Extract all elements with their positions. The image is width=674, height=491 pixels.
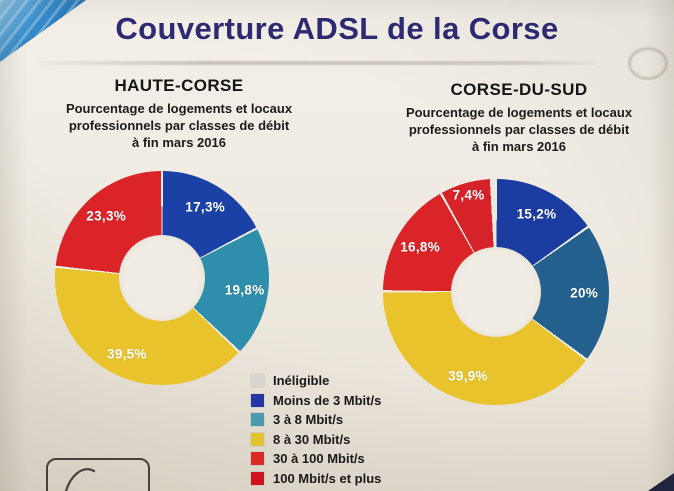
slice-label: 19,8% [224,282,265,298]
legend-label: Moins de 3 Mbit/s [273,392,382,408]
slice-label: 7,4% [452,187,485,203]
legend-label: Inéligible [273,373,330,389]
legend-swatch [251,374,264,388]
slice-label: 39,9% [448,368,488,384]
donut-chart-haute-corse: 17,3% 19,8% 39,5% 23,3% [55,171,269,385]
legend-label: 30 à 100 Mbit/s [273,451,365,467]
chart-section-corse-du-sud: CORSE-DU-SUD Pourcentage de logements et… [358,80,674,155]
legend-swatch [251,393,264,407]
legend-row: 100 Mbit/s et plus [251,469,381,489]
chart-title-haute-corse: HAUTE-CORSE [114,76,244,95]
slice-label: 20% [570,285,599,301]
slice-label: 23,3% [86,208,127,224]
legend-swatch [251,452,264,466]
logo-mark [64,468,96,491]
legend-label: 8 à 30 Mbit/s [273,431,351,447]
slice-label: 17,3% [185,199,226,215]
chart-subtitle-haute-corse: Pourcentage de logements et locaux profe… [65,101,293,151]
legend-row: 8 à 30 Mbit/s [251,430,381,450]
page-title: Couverture ADSL de la Corse [115,11,559,46]
legend-label: 100 Mbit/s et plus [273,470,382,486]
slice-label: 16,8% [400,239,441,255]
fold-loop-mark [628,47,668,80]
legend-row: Moins de 3 Mbit/s [251,391,381,411]
legend-row: Inéligible [251,371,381,391]
chart-section-haute-corse: HAUTE-CORSE Pourcentage de logements et … [18,76,340,151]
donut-chart-corse-du-sud: 15,2% 20% 39,9% 16,8% 7,4% [383,179,609,405]
slice-label: 15,2% [516,206,557,222]
photo-corner-shadow [648,473,674,491]
title-underline [38,61,598,65]
chart-title-corse-du-sud: CORSE-DU-SUD [450,80,588,99]
legend-row: 3 à 8 Mbit/s [251,410,381,430]
legend-swatch [251,432,264,446]
legend-swatch [251,471,264,485]
legend-swatch [251,413,264,427]
chart-subtitle-corse-du-sud: Pourcentage de logements et locaux profe… [405,105,633,155]
logo-box [46,458,150,491]
legend-row: 30 à 100 Mbit/s [251,449,381,469]
slice-label: 39,5% [107,346,147,362]
legend-label: 3 à 8 Mbit/s [273,412,344,428]
chart-legend: Inéligible Moins de 3 Mbit/s 3 à 8 Mbit/s 8… [251,371,381,488]
